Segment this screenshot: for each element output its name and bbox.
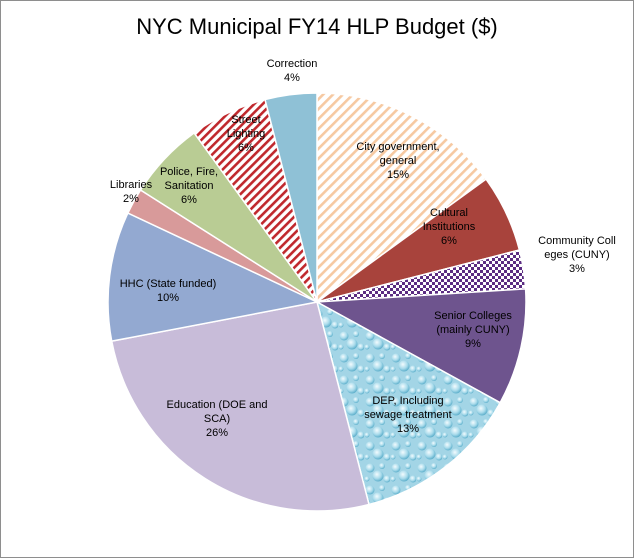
pie-slice bbox=[107, 212, 320, 343]
slice-label: Senior Colleges (mainly CUNY) 9% bbox=[434, 310, 512, 350]
pie-slice bbox=[110, 301, 370, 512]
slice-label: Police, Fire, Sanitation 6% bbox=[160, 166, 218, 206]
slice-label: DEP, Including sewage treatment 13% bbox=[364, 395, 451, 435]
pie-slice bbox=[315, 300, 502, 506]
pie-slice bbox=[264, 92, 318, 303]
pie-slice bbox=[314, 288, 527, 404]
slice-label: Education (DOE and SCA) 26% bbox=[167, 399, 268, 439]
slice-label: HHC (State funded) 10% bbox=[120, 278, 217, 304]
slice-label: Correction 4% bbox=[267, 58, 318, 84]
slice-label: Community Coll eges (CUNY) 3% bbox=[538, 235, 616, 275]
slice-label: Street Lighting 6% bbox=[227, 114, 266, 154]
slice-label: City government, general 15% bbox=[356, 141, 439, 181]
pie-slice bbox=[316, 92, 488, 304]
chart-title: NYC Municipal FY14 HLP Budget ($) bbox=[136, 14, 498, 39]
slice-label: Cultural Institutions 6% bbox=[423, 207, 476, 247]
slice-label: Libraries 2% bbox=[110, 179, 153, 205]
